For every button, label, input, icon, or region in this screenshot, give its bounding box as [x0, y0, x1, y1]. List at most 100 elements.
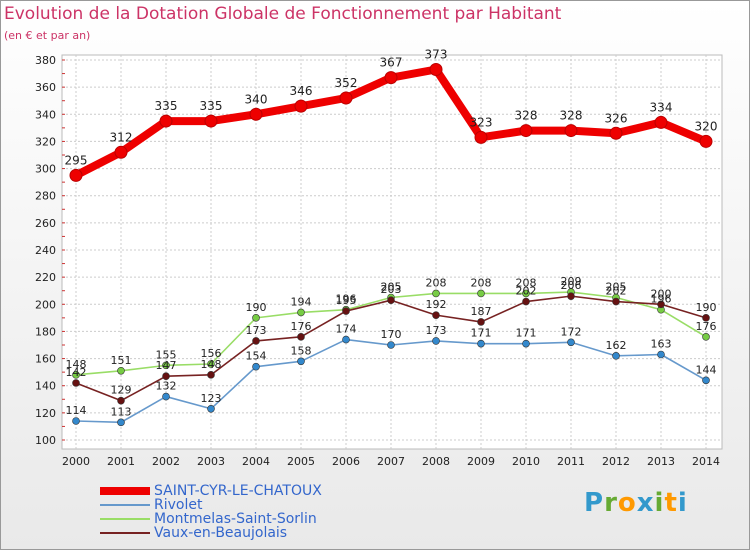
logo-letter: i: [654, 488, 665, 518]
y-tick-label: 380: [35, 54, 56, 67]
data-label: 205: [381, 281, 402, 294]
logo-letter: r: [604, 488, 618, 518]
data-label: 155: [156, 348, 177, 361]
data-point: [522, 339, 530, 348]
data-label: 156: [201, 347, 222, 360]
x-tick-label: 2006: [332, 455, 360, 468]
data-label: 209: [561, 275, 582, 288]
data-label: 323: [470, 115, 493, 129]
y-tick-label: 160: [35, 353, 56, 366]
data-label: 196: [336, 293, 357, 306]
data-point: [432, 311, 440, 319]
x-tick-label: 2001: [107, 455, 135, 468]
data-point: [252, 362, 260, 371]
data-label: 154: [246, 350, 267, 363]
data-label: 208: [516, 276, 537, 289]
proxiti-logo: Proxiti: [584, 488, 688, 518]
x-tick-label: 2013: [647, 455, 675, 468]
data-point: [387, 341, 395, 349]
x-tick-label: 2003: [197, 455, 225, 468]
data-point: [114, 145, 128, 159]
data-label: 206: [561, 279, 582, 292]
data-point: [567, 338, 575, 347]
data-label: 113: [111, 405, 132, 418]
data-point: [117, 418, 125, 427]
logo-letter: o: [617, 488, 637, 518]
y-tick-label: 260: [35, 217, 56, 230]
data-point: [207, 404, 215, 413]
logo-letter: P: [584, 488, 605, 518]
y-tick-label: 340: [35, 108, 56, 121]
data-point: [207, 360, 215, 368]
data-label: 326: [605, 111, 628, 125]
data-point: [162, 361, 170, 370]
data-label: 340: [245, 92, 268, 106]
data-point: [249, 107, 263, 121]
legend-swatch: [100, 487, 150, 495]
data-point: [204, 114, 218, 128]
y-tick-label: 280: [35, 190, 56, 203]
logo-letter: i: [677, 488, 688, 518]
data-label: 200: [651, 287, 672, 300]
x-tick-label: 2002: [152, 455, 180, 468]
x-tick-label: 2008: [422, 455, 450, 468]
data-label: 173: [426, 324, 447, 337]
data-label: 162: [606, 339, 627, 352]
data-label: 176: [696, 320, 717, 333]
data-point: [342, 335, 350, 344]
data-label: 187: [471, 305, 492, 318]
data-label: 202: [516, 285, 537, 298]
y-tick-label: 320: [35, 135, 56, 148]
data-point: [477, 289, 485, 298]
data-point: [702, 314, 710, 322]
legend-item: Rivolet: [100, 498, 322, 512]
y-tick-label: 360: [35, 81, 56, 94]
data-label: 352: [335, 76, 358, 90]
data-point: [72, 371, 80, 379]
legend-label: Vaux-en-Beaujolais: [154, 525, 288, 541]
y-tick-label: 140: [35, 380, 56, 393]
data-point: [612, 352, 620, 360]
data-label: 174: [336, 323, 357, 336]
legend-swatch: [100, 518, 150, 520]
data-point: [522, 289, 530, 298]
data-label: 170: [381, 328, 402, 341]
data-point: [72, 379, 80, 387]
data-label: 373: [425, 48, 448, 62]
data-point: [384, 71, 398, 85]
x-tick-label: 2011: [557, 455, 585, 468]
data-point: [207, 371, 215, 379]
legend-label: Rivolet: [154, 497, 203, 513]
x-tick-label: 2014: [692, 455, 720, 468]
legend-item: SAINT-CYR-LE-CHATOUX: [100, 484, 322, 498]
data-label: 346: [290, 84, 313, 98]
data-point: [612, 297, 620, 306]
data-point: [522, 297, 530, 306]
x-tick-label: 2007: [377, 455, 405, 468]
data-point: [477, 318, 485, 326]
data-label: 202: [606, 285, 627, 298]
data-point: [117, 366, 125, 375]
data-label: 190: [246, 301, 267, 314]
y-tick-label: 220: [35, 271, 56, 284]
x-tick-label: 2012: [602, 455, 630, 468]
data-label: 172: [561, 325, 582, 338]
data-point: [387, 296, 395, 305]
y-tick-label: 240: [35, 244, 56, 257]
data-label: 148: [201, 358, 222, 371]
data-label: 132: [156, 380, 177, 393]
chart-title: Evolution de la Dotation Globale de Fonc…: [4, 4, 562, 24]
data-label: 144: [696, 363, 717, 376]
legend-swatch: [100, 504, 150, 506]
data-label: 334: [650, 100, 673, 114]
data-point: [429, 63, 443, 76]
data-point: [519, 124, 533, 138]
data-label: 208: [471, 276, 492, 289]
data-point: [69, 168, 83, 182]
legend-swatch: [100, 532, 150, 534]
x-tick-label: 2009: [467, 455, 495, 468]
legend-label: Montmelas-Saint-Sorlin: [154, 511, 317, 527]
data-point: [564, 124, 578, 138]
x-tick-label: 2000: [62, 455, 90, 468]
data-label: 148: [66, 358, 87, 371]
